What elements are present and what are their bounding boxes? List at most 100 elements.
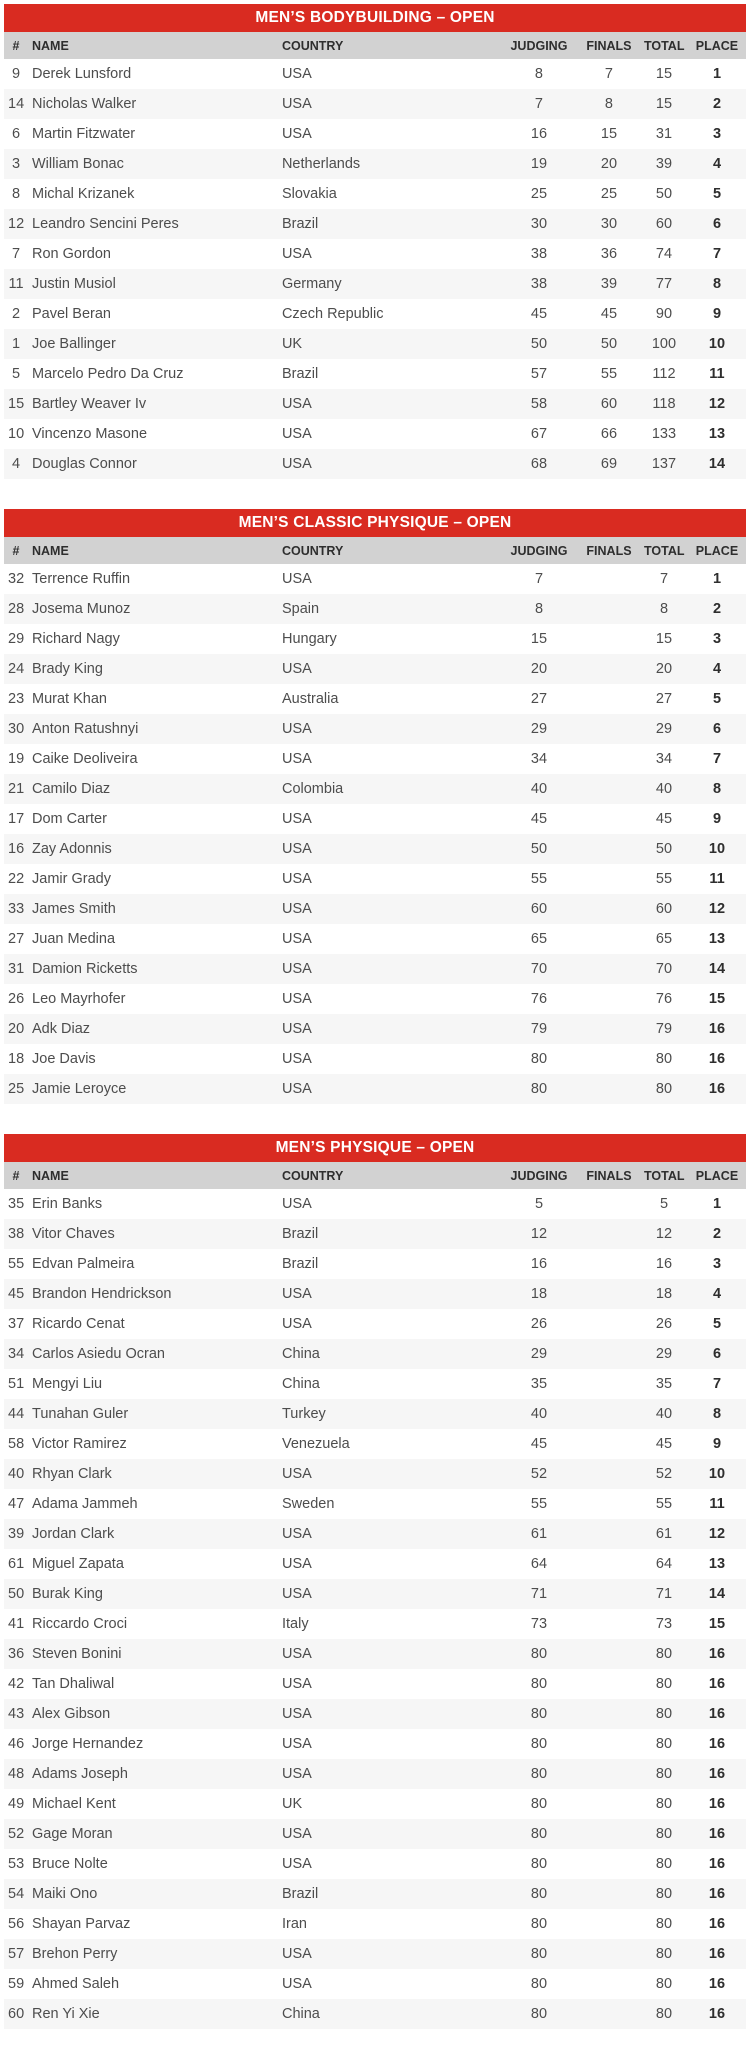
cell-country: China: [281, 1346, 320, 1362]
cell-name: Jamie Leroyce: [32, 1081, 127, 1097]
cell-finals: [578, 1249, 640, 1279]
column-header-total: TOTAL: [639, 1162, 688, 1189]
cell-judging: 65: [530, 931, 548, 947]
column-header-name: NAME: [28, 537, 278, 564]
column-header-name: NAME: [28, 1162, 278, 1189]
cell-finals: 60: [600, 396, 618, 412]
cell-country: Brazil: [281, 1226, 319, 1242]
cell-name: Josema Munoz: [32, 601, 131, 617]
cell-judging: 38: [530, 276, 548, 292]
cell-place: 4: [712, 1286, 722, 1302]
cell-total: 40: [655, 1406, 673, 1422]
cell-finals: [578, 1189, 640, 1219]
table-title: MEN’S CLASSIC PHYSIQUE – OPEN: [4, 509, 746, 537]
table-row: 26 Leo Mayrhofer USA 76 76 15: [4, 984, 746, 1014]
cell-finals: [578, 1789, 640, 1819]
cell-country: USA: [281, 721, 312, 737]
cell-name: Douglas Connor: [32, 456, 137, 472]
table-row: 39 Jordan Clark USA 61 61 12: [4, 1519, 746, 1549]
cell-finals: [578, 1879, 640, 1909]
cell-finals: 25: [600, 186, 618, 202]
cell-country: USA: [281, 1021, 312, 1037]
cell-country: USA: [281, 751, 312, 767]
cell-country: USA: [281, 841, 312, 857]
cell-judging: 58: [530, 396, 548, 412]
table-row: 5 Marcelo Pedro Da Cruz Brazil 57 55 112 11: [4, 359, 746, 389]
table-row: 50 Burak King USA 71 71 14: [4, 1579, 746, 1609]
cell-finals: [578, 984, 640, 1014]
cell-judging: 68: [530, 456, 548, 472]
cell-country: USA: [281, 246, 312, 262]
table-row: 21 Camilo Diaz Colombia 40 40 8: [4, 774, 746, 804]
cell-place: 3: [712, 126, 722, 142]
cell-total: 80: [655, 1676, 673, 1692]
cell-judging: 80: [530, 1736, 548, 1752]
cell-country: USA: [281, 1526, 312, 1542]
cell-name: Camilo Diaz: [32, 781, 111, 797]
cell-finals: [578, 1519, 640, 1549]
cell-country: Brazil: [281, 216, 319, 232]
table-row: 14 Nicholas Walker USA 7 8 15 2: [4, 89, 746, 119]
table-row: 38 Vitor Chaves Brazil 12 12 2: [4, 1219, 746, 1249]
table-row: 56 Shayan Parvaz Iran 80 80 16: [4, 1909, 746, 1939]
cell-judging: 12: [530, 1226, 548, 1242]
cell-num: 8: [11, 186, 21, 202]
table-row: 2 Pavel Beran Czech Republic 45 45 90 9: [4, 299, 746, 329]
cell-finals: [578, 774, 640, 804]
cell-num: 17: [8, 811, 25, 827]
table-row: 11 Justin Musiol Germany 38 39 77 8: [4, 269, 746, 299]
cell-judging: 27: [530, 691, 548, 707]
cell-judging: 61: [530, 1526, 548, 1542]
cell-finals: [578, 1969, 640, 1999]
cell-num: 41: [8, 1616, 25, 1632]
cell-num: 24: [8, 661, 25, 677]
cell-total: 73: [655, 1616, 673, 1632]
table-row: 47 Adama Jammeh Sweden 55 55 11: [4, 1489, 746, 1519]
cell-finals: [578, 714, 640, 744]
table-row: 32 Terrence Ruffin USA 7 7 1: [4, 564, 746, 594]
cell-place: 8: [712, 781, 722, 797]
cell-country: Brazil: [281, 366, 319, 382]
table-row: 43 Alex Gibson USA 80 80 16: [4, 1699, 746, 1729]
cell-num: 34: [8, 1346, 25, 1362]
cell-num: 49: [8, 1796, 25, 1812]
cell-total: 27: [655, 691, 673, 707]
cell-name: Juan Medina: [32, 931, 116, 947]
cell-total: 15: [655, 631, 673, 647]
cell-judging: 70: [530, 961, 548, 977]
cell-country: USA: [281, 126, 312, 142]
cell-total: 80: [655, 1051, 673, 1067]
cell-place: 16: [708, 1946, 726, 1962]
cell-total: 35: [655, 1376, 673, 1392]
cell-judging: 67: [530, 426, 548, 442]
cell-finals: 7: [604, 66, 613, 82]
cell-judging: 7: [534, 96, 543, 112]
cell-finals: [578, 894, 640, 924]
cell-num: 48: [8, 1766, 25, 1782]
cell-num: 56: [8, 1916, 25, 1932]
cell-total: 118: [652, 396, 676, 412]
table-row: 27 Juan Medina USA 65 65 13: [4, 924, 746, 954]
table-row: 1 Joe Ballinger UK 50 50 100 10: [4, 329, 746, 359]
cell-judging: 40: [530, 1406, 548, 1422]
cell-country: USA: [281, 1196, 312, 1212]
cell-finals: [578, 1369, 640, 1399]
cell-finals: [578, 1639, 640, 1669]
cell-total: 61: [655, 1526, 673, 1542]
cell-place: 16: [708, 1081, 726, 1097]
cell-name: Steven Bonini: [32, 1646, 122, 1662]
cell-num: 31: [8, 961, 25, 977]
cell-place: 12: [708, 396, 726, 412]
cell-finals: [578, 1219, 640, 1249]
cell-total: 80: [655, 2006, 673, 2022]
cell-country: Italy: [281, 1616, 309, 1632]
cell-place: 16: [708, 1706, 726, 1722]
table-row: 59 Ahmed Saleh USA 80 80 16: [4, 1969, 746, 1999]
cell-num: 2: [11, 306, 21, 322]
cell-num: 6: [11, 126, 21, 142]
cell-name: Carlos Asiedu Ocran: [32, 1346, 165, 1362]
cell-num: 7: [11, 246, 21, 262]
cell-judging: 80: [530, 1051, 548, 1067]
cell-country: USA: [281, 1706, 312, 1722]
cell-num: 10: [8, 426, 25, 442]
